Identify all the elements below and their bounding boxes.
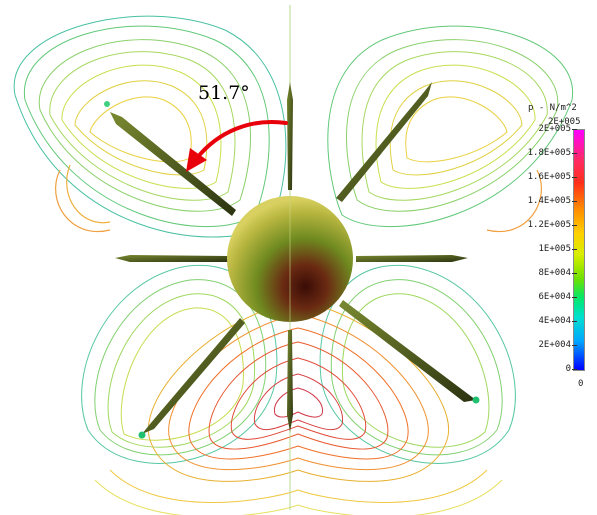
legend-tick: 0 bbox=[520, 365, 577, 374]
legend-tick: 8E+004 bbox=[520, 269, 577, 278]
fin-bottom bbox=[287, 330, 293, 432]
fin-left bbox=[115, 255, 228, 262]
legend-bottom-label: 0 bbox=[578, 379, 584, 389]
legend-title: p - N/m^2 bbox=[528, 103, 577, 113]
legend-tick: 1.6E+005 bbox=[520, 173, 577, 182]
legend-tick: 2E+004 bbox=[520, 341, 577, 350]
legend-tick: 6E+004 bbox=[520, 293, 577, 302]
fin-top bbox=[287, 82, 293, 190]
rotation-arrow bbox=[186, 120, 288, 172]
fin-lower-right bbox=[339, 300, 476, 402]
legend-tick: 1.2E+005 bbox=[520, 221, 577, 230]
legend-tick: 2E+005 bbox=[520, 125, 577, 134]
fin-upper-right bbox=[336, 82, 432, 202]
legend-tick: 1.4E+005 bbox=[520, 197, 577, 206]
fin-right bbox=[356, 255, 468, 262]
angle-annotation: 51.7° bbox=[198, 82, 250, 104]
fin-upper-left bbox=[110, 112, 236, 216]
fin-tips bbox=[104, 101, 480, 439]
contour-field bbox=[13, 5, 573, 515]
legend-max-label: 2E+005 bbox=[548, 117, 581, 127]
legend-tick: 4E+004 bbox=[520, 317, 577, 326]
fins bbox=[110, 82, 476, 434]
fin-lower-left bbox=[142, 318, 245, 434]
legend-tick: 1.8E+005 bbox=[520, 149, 577, 158]
legend-color-bar bbox=[573, 129, 585, 371]
legend-tick: 1E+005 bbox=[520, 245, 577, 254]
